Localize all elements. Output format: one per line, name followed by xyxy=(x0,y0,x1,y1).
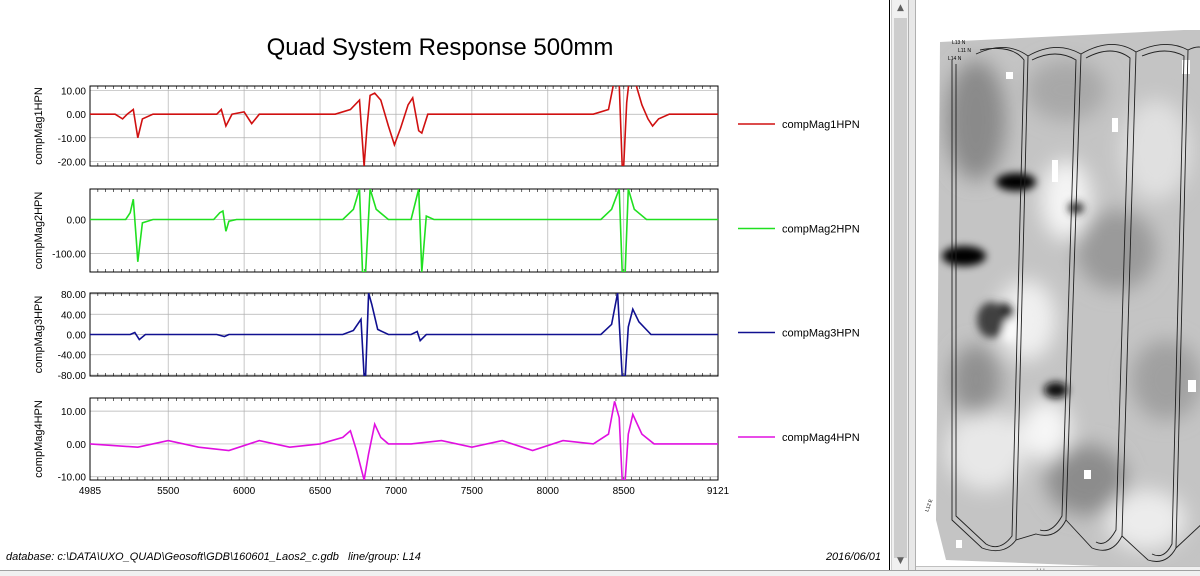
scroll-down-icon[interactable]: ▼ xyxy=(897,556,904,566)
chart-panel-4: 10.00 0.00 -10.00 compMag4HPN compMag4HPN xyxy=(33,397,860,484)
footer-date: 2016/06/01 xyxy=(825,551,881,563)
y-axis-label: compMag3HPN xyxy=(33,296,45,374)
database-path: c:\DATA\UXO_QUAD\Geosoft\GDB\160601_Laos… xyxy=(57,551,339,563)
database-label: database: xyxy=(6,551,55,563)
x-tick-label: 4985 xyxy=(79,486,102,497)
y-axis-label: compMag1HPN xyxy=(33,87,45,165)
x-tick-label: 7500 xyxy=(461,486,484,497)
y-tick-label: 40.00 xyxy=(61,310,86,321)
y-axis-label: compMag2HPN xyxy=(33,192,45,270)
legend-label: compMag4HPN xyxy=(782,432,860,444)
x-tick-label: 8000 xyxy=(537,486,560,497)
map-line-label: L13 N xyxy=(952,40,966,46)
y-tick-label: -40.00 xyxy=(58,351,87,362)
y-tick-label: 80.00 xyxy=(61,290,86,301)
panel-frame xyxy=(89,188,719,273)
x-tick-label: 8500 xyxy=(613,486,636,497)
x-tick-label: 7000 xyxy=(385,486,408,497)
series-line-2 xyxy=(90,189,718,272)
chart-title: Quad System Response 500mm xyxy=(267,34,614,61)
series-line-3 xyxy=(90,293,718,376)
series-line-4 xyxy=(90,401,718,480)
database-footer: database: c:\DATA\UXO_QUAD\Geosoft\GDB\1… xyxy=(6,551,421,563)
y-tick-label: 0.00 xyxy=(67,331,87,342)
y-tick-label: 0.00 xyxy=(67,440,87,451)
scroll-up-icon[interactable]: ▲ xyxy=(897,3,904,13)
chart-panel-1: 10.00 0.00 -10.00 -20.00 compMag1HPN compMag1… xyxy=(33,85,860,168)
legend-label: compMag2HPN xyxy=(782,224,860,236)
x-tick-label: 9121 xyxy=(707,486,730,497)
y-tick-label: -10.00 xyxy=(58,134,87,145)
x-tick-label: 5500 xyxy=(157,486,180,497)
profile-chart: Quad System Response 500mm 10.00 0.00 -10.… xyxy=(33,34,860,497)
line-group-value: L14 xyxy=(402,551,421,563)
y-tick-label: 0.00 xyxy=(67,110,87,121)
y-tick-label: 10.00 xyxy=(61,87,86,98)
scroll-thumb[interactable] xyxy=(894,18,907,558)
chart-vertical-scrollbar[interactable]: ▲ ▼ xyxy=(891,0,908,570)
panel-frame xyxy=(89,397,719,481)
map-line-label: L12 E xyxy=(924,498,934,513)
y-tick-label: -100.00 xyxy=(52,249,86,260)
map-line-label: L14 N xyxy=(948,56,962,62)
legend-label: compMag1HPN xyxy=(782,119,860,131)
y-tick-label: -80.00 xyxy=(58,371,87,382)
chart-panel-2: 0.00 -100.00 compMag2HPN compMag2HPN xyxy=(33,188,860,273)
series-line-1 xyxy=(90,86,718,166)
survey-map-pane: L13 N L11 N L14 N L12 E xyxy=(916,0,1200,570)
profile-chart-pane: Quad System Response 500mm 10.00 0.00 -10.… xyxy=(6,0,890,570)
y-tick-label: 0.00 xyxy=(67,215,87,226)
y-tick-label: -20.00 xyxy=(58,157,87,168)
status-strip xyxy=(0,570,1200,576)
x-tick-label: 6500 xyxy=(309,486,332,497)
y-tick-label: -10.00 xyxy=(58,473,87,484)
panel-frame xyxy=(89,85,719,167)
line-group-label: line/group: xyxy=(348,551,400,563)
pane-splitter[interactable] xyxy=(908,0,916,576)
map-line-label: L11 N xyxy=(958,48,971,54)
survey-grid-map: L13 N L11 N L14 N L12 E xyxy=(924,30,1200,570)
legend-label: compMag3HPN xyxy=(782,328,860,340)
y-tick-label: 10.00 xyxy=(61,407,86,418)
y-axis-label: compMag4HPN xyxy=(33,400,45,478)
x-tick-label: 6000 xyxy=(233,486,256,497)
chart-panel-3: 80.00 40.00 0.00 -40.00 -80.00 compMag3HPN com… xyxy=(33,290,860,382)
